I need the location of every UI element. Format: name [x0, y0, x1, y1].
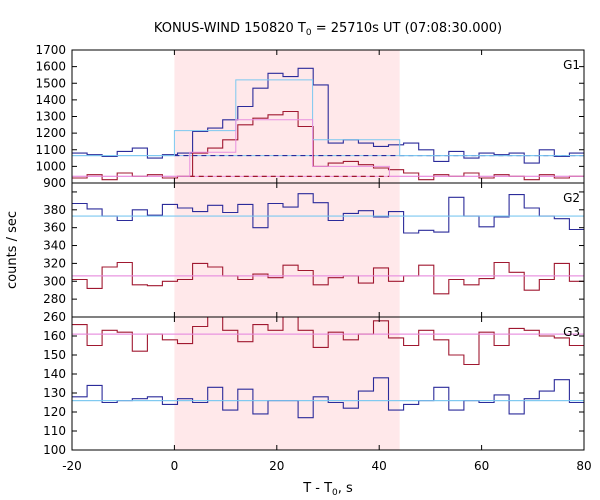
series-lightblue-2 [72, 79, 584, 157]
x-tick-label: 60 [474, 459, 489, 473]
y-tick-label: 130 [43, 386, 66, 400]
panel-frame [71, 316, 585, 451]
y-tick-label: 320 [43, 256, 66, 270]
highlight-interval [174, 50, 400, 450]
x-tick-label: 0 [171, 459, 179, 473]
y-tick-label: 280 [43, 292, 66, 306]
y-tick-label: 340 [43, 239, 66, 253]
series-red-1 [72, 261, 584, 295]
y-tick-label: 260 [43, 310, 66, 324]
x-tick-label: 40 [372, 459, 387, 473]
panel-g1 [72, 67, 584, 181]
panels: 90010001100120013001400150016001700G1260… [35, 43, 591, 473]
x-tick-label: 80 [576, 459, 591, 473]
y-tick-label: 360 [43, 221, 66, 235]
y-tick-label: 150 [43, 348, 66, 362]
x-axis-label: T - T0, s [302, 481, 353, 498]
series-red-1 [72, 317, 584, 366]
y-tick-label: 380 [43, 203, 66, 217]
series-blue-0 [72, 377, 584, 419]
y-tick-label: 300 [43, 274, 66, 288]
series-blue-0 [72, 67, 584, 164]
y-tick-label: 1200 [35, 126, 66, 140]
y-tick-label: 100 [43, 443, 66, 457]
y-tick-label: 140 [43, 367, 66, 381]
series-pink-3 [72, 119, 584, 177]
y-tick-label: 1100 [35, 143, 66, 157]
x-tick-label: -20 [62, 459, 82, 473]
y-tick-label: 1600 [35, 60, 66, 74]
y-axis-label: counts / sec [5, 211, 20, 289]
y-tick-label: 1500 [35, 76, 66, 90]
panel-label: G2 [563, 191, 580, 205]
y-tick-label: 900 [43, 176, 66, 190]
y-tick-label: 1300 [35, 110, 66, 124]
x-tick-label: 20 [269, 459, 284, 473]
y-tick-label: 160 [43, 329, 66, 343]
y-tick-label: 1700 [35, 43, 66, 57]
y-tick-label: 120 [43, 405, 66, 419]
chart-title: KONUS-WIND 150820 T0 = 25710s UT (07:08:… [154, 21, 502, 38]
panel-label: G1 [563, 58, 580, 72]
panel-label: G3 [563, 325, 580, 339]
panel-g3 [72, 317, 584, 419]
y-tick-label: 1000 [35, 159, 66, 173]
series-blue-0 [72, 193, 584, 234]
panel-g2 [72, 193, 584, 295]
y-tick-label: 1400 [35, 93, 66, 107]
y-tick-label: 110 [43, 424, 66, 438]
